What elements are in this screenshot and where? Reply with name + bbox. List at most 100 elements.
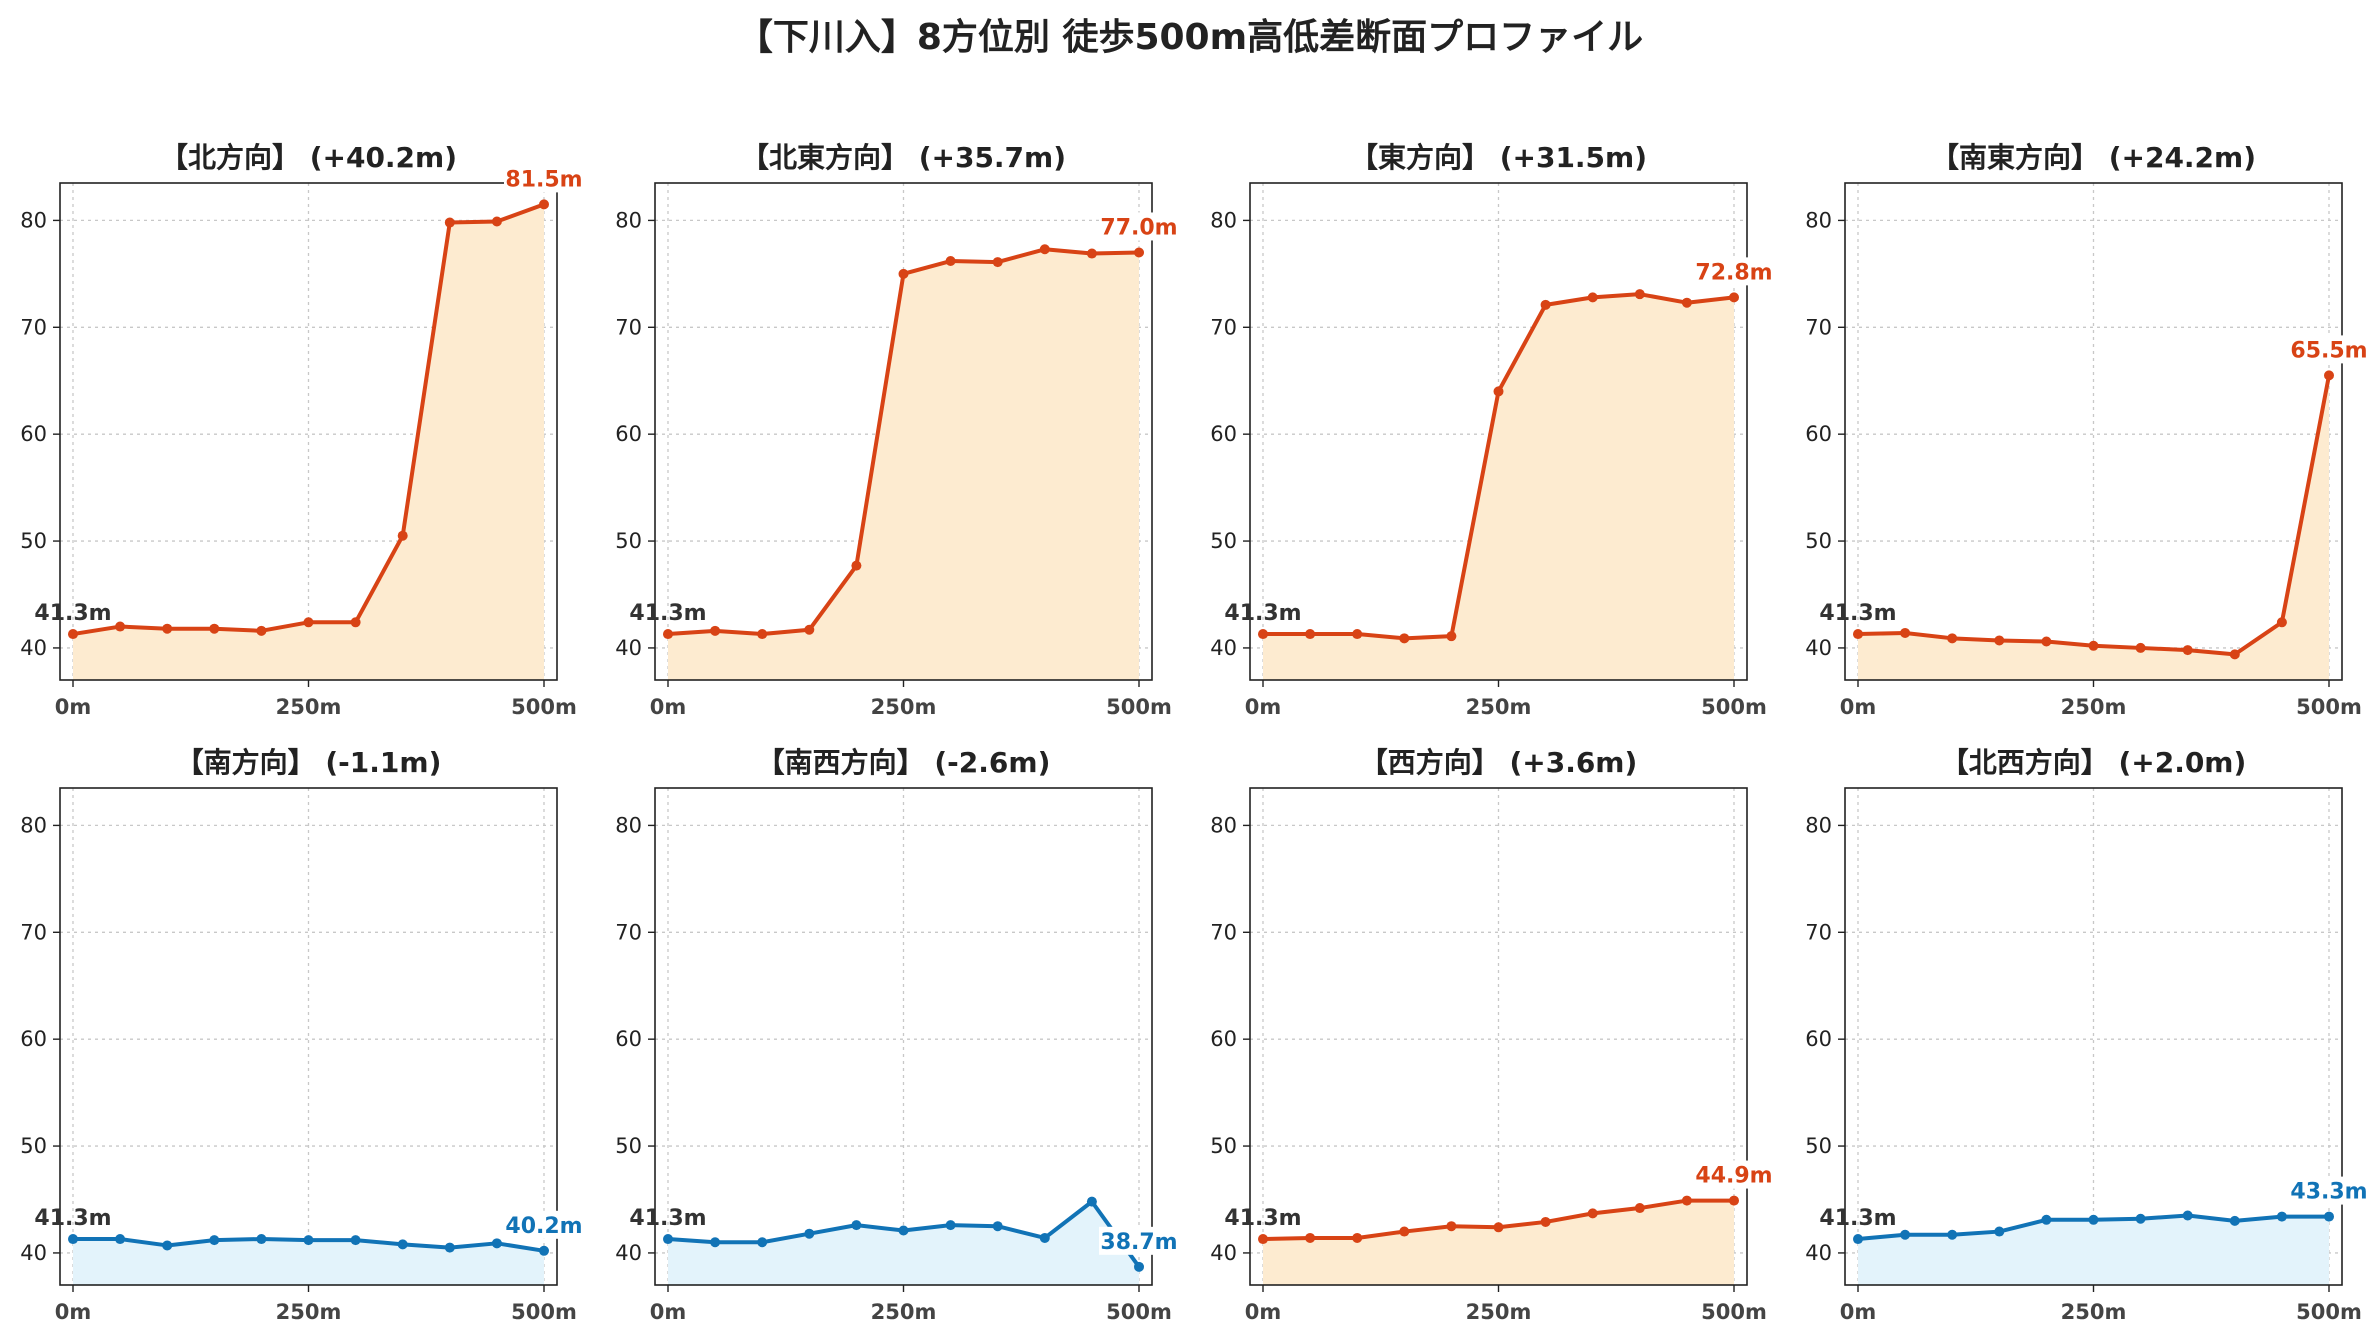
panel-title: 【東方向】 (+31.5m) bbox=[1350, 141, 1647, 174]
data-point bbox=[1994, 1226, 2005, 1237]
y-tick-label: 60 bbox=[1210, 422, 1237, 446]
profile-panel: 【南東方向】 (+24.2m) 40 50 60 70 80 0m 250m 500m 41.3m… bbox=[1805, 141, 2369, 719]
x-tick-label: 500m bbox=[1701, 1300, 1767, 1324]
data-point bbox=[663, 1234, 673, 1245]
panel-title: 【北方向】 (+40.2m) bbox=[160, 141, 457, 174]
end-elevation-label-group: 44.9m bbox=[1694, 1160, 1774, 1189]
x-tick-label: 250m bbox=[871, 1300, 937, 1324]
elevation-area bbox=[1858, 375, 2329, 680]
x-tick-label: 0m bbox=[55, 695, 92, 719]
end-elevation-label-group: 77.0m bbox=[1099, 212, 1179, 241]
x-tick-label: 500m bbox=[2296, 695, 2362, 719]
data-point bbox=[1446, 631, 1457, 642]
data-point bbox=[2135, 1213, 2146, 1224]
data-point bbox=[162, 1240, 173, 1251]
data-point bbox=[256, 625, 267, 636]
y-tick-label: 70 bbox=[615, 315, 642, 339]
data-point bbox=[162, 623, 173, 634]
data-point bbox=[1258, 629, 1268, 640]
y-tick-label: 40 bbox=[20, 1241, 47, 1265]
x-tick-label: 0m bbox=[650, 695, 687, 719]
data-point bbox=[851, 1220, 862, 1231]
data-point bbox=[1587, 1208, 1598, 1219]
data-point bbox=[1900, 1229, 1911, 1240]
y-tick-label: 70 bbox=[1210, 315, 1237, 339]
data-point bbox=[1305, 629, 1316, 640]
data-point bbox=[68, 629, 78, 640]
y-tick-label: 80 bbox=[1210, 208, 1237, 232]
data-point bbox=[1352, 1232, 1363, 1243]
end-label-background bbox=[2289, 1176, 2369, 1205]
data-point bbox=[1947, 1229, 1958, 1240]
start-elevation-label: 41.3m bbox=[1224, 601, 1301, 626]
y-tick-label: 60 bbox=[615, 1027, 642, 1051]
elevation-area bbox=[668, 249, 1139, 680]
end-elevation-label-group: 43.3m bbox=[2289, 1176, 2369, 1205]
data-point bbox=[663, 629, 673, 640]
x-tick-label: 250m bbox=[276, 1300, 342, 1324]
data-point bbox=[1587, 292, 1598, 303]
data-point bbox=[2182, 645, 2193, 656]
y-tick-label: 50 bbox=[1805, 1134, 1832, 1158]
end-label-background bbox=[1694, 1160, 1774, 1189]
data-point bbox=[1086, 1196, 1097, 1207]
data-point bbox=[1086, 248, 1097, 259]
end-label-background bbox=[504, 164, 584, 193]
data-point bbox=[1853, 1234, 1863, 1245]
data-point bbox=[710, 1237, 721, 1248]
y-tick-label: 40 bbox=[20, 636, 47, 660]
profile-panel: 【東方向】 (+31.5m) 40 50 60 70 80 0m 250m 500m 41.3m 7… bbox=[1210, 141, 1774, 719]
data-point bbox=[1729, 292, 1739, 303]
y-tick-label: 70 bbox=[1210, 920, 1237, 944]
end-elevation-label: 72.8m bbox=[1695, 260, 1772, 285]
y-tick-label: 80 bbox=[20, 813, 47, 837]
y-tick-label: 40 bbox=[1210, 1241, 1237, 1265]
y-tick-label: 40 bbox=[1210, 636, 1237, 660]
y-tick-label: 60 bbox=[20, 422, 47, 446]
y-tick-label: 50 bbox=[615, 529, 642, 553]
data-point bbox=[1853, 629, 1863, 640]
y-tick-label: 70 bbox=[615, 920, 642, 944]
end-label-background bbox=[1694, 257, 1774, 286]
data-point bbox=[397, 530, 408, 541]
y-tick-label: 50 bbox=[1210, 1134, 1237, 1158]
end-label-background bbox=[2289, 335, 2369, 364]
y-tick-label: 60 bbox=[1210, 1027, 1237, 1051]
data-point bbox=[1493, 386, 1504, 397]
data-point bbox=[115, 1234, 126, 1245]
data-point bbox=[945, 256, 956, 267]
data-point bbox=[1039, 244, 1050, 255]
data-point bbox=[2229, 1215, 2240, 1226]
data-point bbox=[1634, 1203, 1645, 1214]
data-point bbox=[1446, 1221, 1457, 1232]
y-tick-label: 80 bbox=[20, 208, 47, 232]
x-tick-label: 250m bbox=[276, 695, 342, 719]
x-tick-label: 500m bbox=[1701, 695, 1767, 719]
data-point bbox=[2324, 370, 2334, 381]
y-tick-label: 40 bbox=[1805, 636, 1832, 660]
y-tick-label: 60 bbox=[1805, 422, 1832, 446]
data-point bbox=[2135, 642, 2146, 653]
x-tick-label: 250m bbox=[2061, 1300, 2127, 1324]
profile-panel: 【西方向】 (+3.6m) 40 50 60 70 80 0m 250m 500m 41.3m 44… bbox=[1210, 746, 1774, 1324]
data-point bbox=[397, 1239, 408, 1250]
x-tick-label: 250m bbox=[1466, 695, 1532, 719]
y-tick-label: 40 bbox=[615, 1241, 642, 1265]
end-elevation-label-group: 72.8m bbox=[1694, 257, 1774, 286]
data-point bbox=[1352, 629, 1363, 640]
data-point bbox=[1900, 627, 1911, 638]
y-tick-label: 80 bbox=[615, 208, 642, 232]
x-tick-label: 0m bbox=[1245, 695, 1282, 719]
y-tick-label: 70 bbox=[1805, 315, 1832, 339]
x-tick-label: 0m bbox=[1840, 1300, 1877, 1324]
x-tick-label: 500m bbox=[1106, 695, 1172, 719]
data-point bbox=[209, 623, 220, 634]
data-point bbox=[1540, 1216, 1551, 1227]
data-point bbox=[2041, 636, 2052, 647]
data-point bbox=[1947, 633, 1958, 644]
data-point bbox=[68, 1234, 78, 1245]
profile-panel: 【南西方向】 (-2.6m) 40 50 60 70 80 0m 250m 500m 41.3m 3… bbox=[615, 746, 1179, 1324]
elevation-area bbox=[73, 1239, 544, 1285]
y-tick-label: 60 bbox=[615, 422, 642, 446]
panel-title: 【南西方向】 (-2.6m) bbox=[757, 746, 1051, 779]
